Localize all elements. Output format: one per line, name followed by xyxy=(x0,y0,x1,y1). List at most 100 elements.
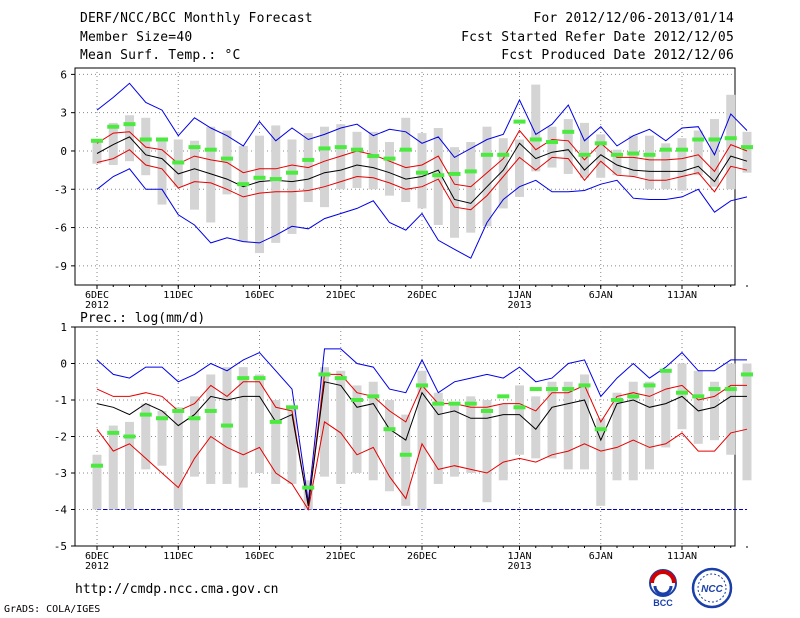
spread-box xyxy=(190,396,199,477)
x-tick-label: 1JAN xyxy=(507,551,531,562)
refer-date: Fcst Started Refer Date 2012/12/05 xyxy=(461,30,734,45)
median-marker xyxy=(367,154,380,159)
median-marker xyxy=(497,394,510,399)
y-tick-label: -9 xyxy=(54,260,67,273)
spread-box xyxy=(92,454,102,510)
median-marker xyxy=(497,152,510,157)
spread-box xyxy=(498,403,508,481)
spread-box xyxy=(547,126,557,168)
x-tick-label: 6DEC xyxy=(85,290,109,301)
median-marker xyxy=(172,160,185,165)
spread-box xyxy=(303,480,313,510)
median-marker xyxy=(156,416,168,421)
spread-box xyxy=(645,135,654,190)
spread-box xyxy=(401,117,411,203)
x-tick-label: 11DEC xyxy=(163,290,193,301)
median-marker xyxy=(481,408,493,413)
y-tick-label: -2 xyxy=(54,431,67,444)
spread-box xyxy=(628,135,638,177)
median-marker xyxy=(659,368,672,373)
spread-box xyxy=(238,367,248,488)
spread-box xyxy=(693,130,703,176)
median-marker xyxy=(481,152,493,157)
median-marker xyxy=(269,419,282,424)
spread-box xyxy=(352,385,362,473)
x-tick-label: 1JAN xyxy=(507,290,531,301)
series-min-line xyxy=(96,168,748,259)
median-marker xyxy=(139,412,152,417)
y-tick-label: -3 xyxy=(54,467,67,480)
series-max-line xyxy=(96,82,748,159)
forecast-period: For 2012/12/06-2013/01/14 xyxy=(533,11,734,26)
svg-text:BCC: BCC xyxy=(653,598,673,608)
median-marker xyxy=(188,145,201,150)
ncc-logo: NCC xyxy=(691,567,733,609)
spread-box xyxy=(190,140,199,210)
spread-box xyxy=(693,370,703,444)
series-mean-line xyxy=(96,381,747,506)
y-tick-label: -5 xyxy=(54,540,67,553)
spread-box xyxy=(125,115,134,162)
spread-box xyxy=(271,400,281,484)
median-marker xyxy=(578,383,591,388)
x-tick-label: 11JAN xyxy=(667,551,697,562)
spread-box xyxy=(417,370,427,510)
spread-box xyxy=(368,381,378,481)
spread-box xyxy=(742,131,752,173)
median-marker xyxy=(237,182,250,187)
spread-box xyxy=(206,126,216,223)
median-marker xyxy=(221,423,233,428)
median-marker xyxy=(643,383,656,388)
spread-box xyxy=(710,381,719,441)
median-marker xyxy=(659,147,672,152)
median-marker xyxy=(399,452,412,457)
footer-url[interactable]: http://cmdp.ncc.cma.gov.cn xyxy=(75,582,279,597)
x-tick-label: 21DEC xyxy=(326,290,356,301)
spread-box xyxy=(580,374,589,470)
spread-box xyxy=(531,396,541,459)
median-marker xyxy=(464,401,477,406)
median-marker xyxy=(627,151,640,156)
spread-box xyxy=(433,392,443,484)
bcc-logo: BCC xyxy=(649,569,677,608)
spread-box xyxy=(515,385,524,455)
median-marker xyxy=(643,152,656,157)
x-tick-label: 6JAN xyxy=(589,290,613,301)
median-marker xyxy=(432,401,445,406)
median-marker xyxy=(302,157,315,162)
median-marker xyxy=(123,434,136,439)
spread-box xyxy=(466,142,476,233)
spread-box xyxy=(515,139,524,197)
spread-box xyxy=(677,138,687,191)
x-tick-label: 16DEC xyxy=(244,290,274,301)
spread-box xyxy=(368,131,378,190)
spread-box xyxy=(466,396,476,473)
spread-box xyxy=(141,403,151,470)
median-marker xyxy=(123,122,136,127)
median-marker xyxy=(318,372,331,377)
series-max-line xyxy=(96,348,747,503)
median-marker xyxy=(513,119,526,124)
x-tick-label: 11DEC xyxy=(163,551,193,562)
spread-box xyxy=(742,363,752,481)
precip-label: Prec.: log(mm/d) xyxy=(80,311,205,326)
median-marker xyxy=(611,152,623,157)
spread-box xyxy=(385,400,394,492)
spread-box xyxy=(580,122,589,178)
x-tick-label: 21DEC xyxy=(326,551,356,562)
median-marker xyxy=(416,170,428,175)
median-marker xyxy=(708,387,721,392)
median-marker xyxy=(594,141,607,146)
x-tick-label: 26DEC xyxy=(407,290,437,301)
median-marker xyxy=(334,145,347,150)
y-tick-label: 0 xyxy=(60,145,67,158)
x-tick-year: 2013 xyxy=(507,300,531,311)
y-tick-label: 6 xyxy=(60,68,67,81)
spread-box xyxy=(271,125,281,243)
x-tick-year: 2012 xyxy=(85,300,109,311)
svg-text:NCC: NCC xyxy=(701,584,723,595)
spread-box xyxy=(108,425,118,510)
median-marker xyxy=(529,387,542,392)
